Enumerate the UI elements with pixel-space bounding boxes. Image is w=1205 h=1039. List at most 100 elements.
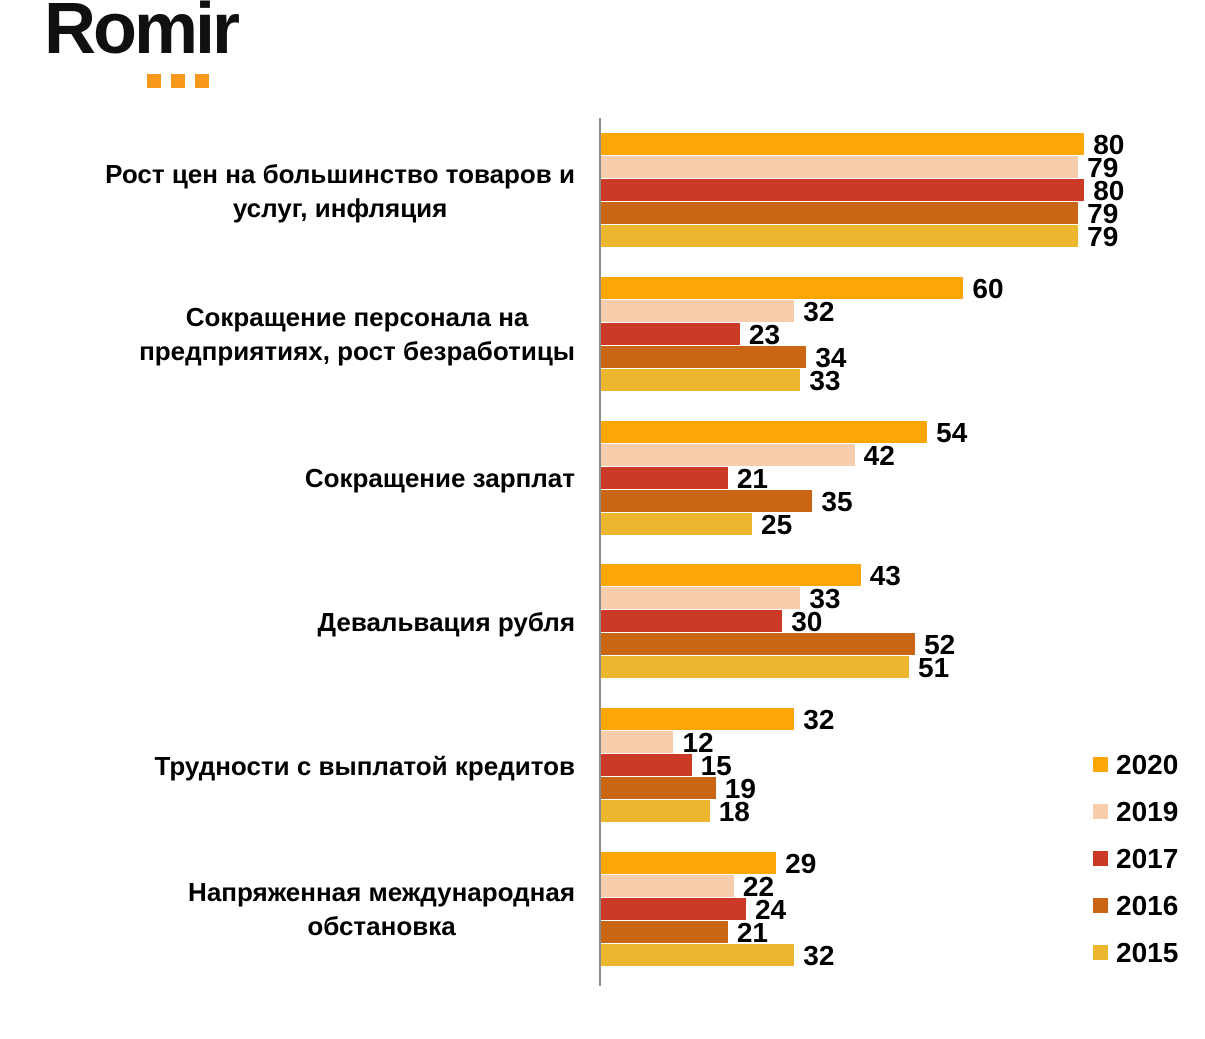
bar-row: 32 — [601, 704, 1205, 736]
category-label: Девальвация рубля — [317, 606, 575, 637]
legend-year-label: 2017 — [1116, 843, 1179, 874]
bar-row: 35 — [601, 485, 1205, 517]
category-label: Напряженная международная обстановка — [188, 877, 575, 942]
category-group: Сокращение зарплат 54 42 21 35 25 — [0, 416, 1205, 540]
bar-row: 60 — [601, 272, 1205, 304]
bar-row: 29 — [601, 847, 1205, 879]
bar-value-label: 23 — [748, 318, 781, 350]
bar-2015 — [601, 943, 795, 966]
bar-value-label: 43 — [869, 560, 901, 592]
bar-row: 32 — [601, 941, 1205, 969]
bar-row: 15 — [601, 752, 1205, 780]
bar-value-label: 21 — [736, 462, 768, 494]
bar-row: 18 — [601, 796, 1205, 828]
bar-row: 51 — [601, 652, 1205, 684]
bar-row: 34 — [601, 343, 1205, 371]
bar-value-label: 21 — [736, 916, 768, 948]
bar-2020 — [601, 420, 928, 443]
category-label-cell: Девальвация рубля — [0, 564, 600, 679]
bar-row: 52 — [601, 629, 1205, 661]
bar-value-label: 60 — [972, 272, 1004, 304]
legend-swatch-icon — [1093, 898, 1108, 913]
bar-2020 — [601, 564, 861, 587]
legend-item: 2019 — [1093, 797, 1178, 826]
legend-item: 2020 — [1093, 750, 1178, 779]
bar-value-label: 29 — [785, 847, 817, 879]
bar-2016 — [601, 920, 728, 943]
legend-swatch-icon — [1093, 945, 1108, 960]
category-label: Рост цен на большинство товаров и услуг,… — [105, 158, 575, 223]
bar-row: 79 — [601, 198, 1205, 229]
category-group: Сокращение персонала на предприятиях, ро… — [0, 272, 1205, 396]
bar-value-label: 80 — [1093, 129, 1125, 160]
legend-swatch-icon — [1093, 804, 1108, 819]
bar-value-label: 51 — [918, 652, 950, 684]
bar-value-label: 18 — [718, 796, 750, 828]
bar-2019 — [601, 731, 674, 754]
legend-item: 2017 — [1093, 844, 1178, 873]
category-group: Девальвация рубля 43 33 30 52 51 — [0, 560, 1205, 684]
bar-row: 22 — [601, 870, 1205, 902]
y-axis-line — [599, 118, 601, 986]
bar-row: 30 — [601, 608, 1205, 636]
bar-value-label: 35 — [821, 485, 853, 517]
bar-2017 — [601, 322, 740, 345]
bar-value-label: 25 — [761, 508, 793, 540]
bar-2019 — [601, 156, 1079, 178]
bar-2020 — [601, 133, 1085, 155]
legend-swatch-icon — [1093, 757, 1108, 772]
romir-logo: Romir — [44, 0, 240, 88]
bar-2019 — [601, 443, 855, 466]
category-label-cell: Напряженная международная обстановка — [0, 852, 600, 967]
bar-2019 — [601, 874, 734, 897]
legend-year-label: 2016 — [1116, 890, 1179, 921]
category-label-cell: Рост цен на большинство товаров и услуг,… — [0, 133, 600, 248]
bar-row: 42 — [601, 441, 1205, 469]
bar-value-label: 54 — [936, 416, 968, 448]
bar-row: 54 — [601, 416, 1205, 448]
bar-row: 21 — [601, 916, 1205, 948]
bar-2020 — [601, 276, 964, 299]
legend-year-label: 2015 — [1116, 937, 1179, 968]
bar-value-label: 22 — [742, 870, 775, 902]
bars-cell: 32 12 15 19 18 — [601, 704, 1205, 828]
logo-dot-icon — [147, 74, 161, 88]
bar-row: 21 — [601, 462, 1205, 494]
bars-cell: 80 79 80 79 79 — [601, 129, 1205, 251]
romir-logo-text: Romir — [44, 0, 240, 69]
bar-value-label: 33 — [809, 583, 841, 615]
bar-row: 33 — [601, 583, 1205, 615]
bar-value-label: 52 — [924, 629, 956, 661]
bar-2015 — [601, 800, 710, 823]
category-label: Трудности с выплатой кредитов — [154, 750, 575, 781]
bar-row: 79 — [601, 154, 1205, 182]
bar-row: 80 — [601, 177, 1205, 205]
bar-row: 24 — [601, 893, 1205, 925]
bar-value-label: 24 — [754, 893, 787, 925]
legend-item: 2016 — [1093, 891, 1178, 920]
bar-2017 — [601, 897, 746, 920]
bar-value-label: 32 — [803, 704, 835, 736]
category-label-cell: Трудности с выплатой кредитов — [0, 708, 600, 823]
bar-2016 — [601, 489, 813, 512]
bar-row: 25 — [601, 508, 1205, 540]
bar-value-label: 19 — [724, 773, 756, 805]
legend-item: 2015 — [1093, 938, 1178, 967]
category-label: Сокращение персонала на предприятиях, ро… — [139, 302, 575, 367]
bar-value-label: 79 — [1087, 198, 1119, 229]
bars-cell: 54 42 21 35 25 — [601, 416, 1205, 540]
bar-value-label: 33 — [809, 364, 841, 396]
bar-value-label: 12 — [682, 727, 714, 759]
bar-2019 — [601, 587, 801, 610]
bar-2016 — [601, 633, 916, 656]
bar-2017 — [601, 179, 1085, 201]
bar-chart: Рост цен на большинство товаров и услуг,… — [0, 129, 1205, 970]
category-group: Рост цен на большинство товаров и услуг,… — [0, 129, 1205, 251]
bars-cell: 29 22 24 21 32 — [601, 847, 1205, 969]
bar-2015 — [601, 512, 752, 535]
bar-row: 32 — [601, 297, 1205, 325]
bar-2016 — [601, 345, 807, 368]
category-label: Сокращение зарплат — [304, 463, 575, 494]
legend-year-label: 2019 — [1116, 796, 1179, 827]
